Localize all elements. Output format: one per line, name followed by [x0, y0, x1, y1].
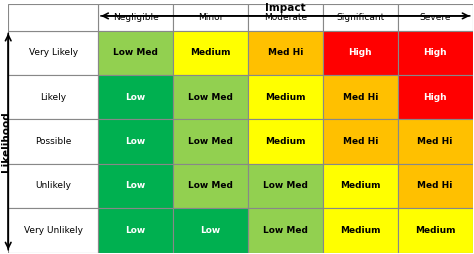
FancyBboxPatch shape: [98, 30, 173, 75]
FancyBboxPatch shape: [98, 75, 173, 119]
Text: Low: Low: [126, 226, 146, 235]
Text: Med Hi: Med Hi: [343, 93, 378, 102]
FancyBboxPatch shape: [8, 30, 98, 75]
FancyBboxPatch shape: [398, 30, 473, 75]
Text: Unlikely: Unlikely: [35, 182, 71, 190]
Text: Low Med: Low Med: [263, 182, 308, 190]
Text: Medium: Medium: [340, 182, 381, 190]
Text: Medium: Medium: [265, 93, 306, 102]
Text: Low Med: Low Med: [113, 48, 158, 57]
Text: Med Hi: Med Hi: [268, 48, 303, 57]
FancyBboxPatch shape: [173, 75, 248, 119]
FancyBboxPatch shape: [398, 119, 473, 164]
Text: High: High: [423, 48, 447, 57]
FancyBboxPatch shape: [323, 119, 398, 164]
Text: Medium: Medium: [340, 226, 381, 235]
FancyBboxPatch shape: [323, 30, 398, 75]
Text: Medium: Medium: [415, 226, 456, 235]
FancyBboxPatch shape: [8, 75, 98, 119]
FancyBboxPatch shape: [248, 75, 323, 119]
Text: Very Likely: Very Likely: [28, 48, 78, 57]
FancyBboxPatch shape: [248, 208, 323, 253]
Text: Significant: Significant: [336, 13, 384, 22]
FancyBboxPatch shape: [248, 119, 323, 164]
FancyBboxPatch shape: [323, 164, 398, 208]
Text: Low Med: Low Med: [188, 182, 233, 190]
FancyBboxPatch shape: [173, 4, 248, 30]
FancyBboxPatch shape: [248, 164, 323, 208]
Text: Possible: Possible: [35, 137, 72, 146]
Text: Low Med: Low Med: [188, 93, 233, 102]
FancyBboxPatch shape: [173, 164, 248, 208]
FancyBboxPatch shape: [248, 30, 323, 75]
Text: Likely: Likely: [40, 93, 66, 102]
Text: Likelihood: Likelihood: [1, 111, 11, 172]
Text: High: High: [423, 93, 447, 102]
Text: High: High: [348, 48, 372, 57]
FancyBboxPatch shape: [323, 4, 398, 30]
FancyBboxPatch shape: [323, 75, 398, 119]
FancyBboxPatch shape: [173, 208, 248, 253]
FancyBboxPatch shape: [398, 4, 473, 30]
FancyBboxPatch shape: [398, 75, 473, 119]
FancyBboxPatch shape: [248, 4, 323, 30]
FancyBboxPatch shape: [98, 208, 173, 253]
FancyBboxPatch shape: [173, 119, 248, 164]
Text: Impact: Impact: [265, 3, 306, 13]
FancyBboxPatch shape: [98, 164, 173, 208]
Text: Med Hi: Med Hi: [418, 182, 453, 190]
Text: Severe: Severe: [419, 13, 451, 22]
Text: Negligible: Negligible: [113, 13, 158, 22]
Text: Med Hi: Med Hi: [418, 137, 453, 146]
Text: Low: Low: [126, 182, 146, 190]
Text: Low: Low: [126, 93, 146, 102]
FancyBboxPatch shape: [8, 119, 98, 164]
Text: Medium: Medium: [265, 137, 306, 146]
FancyBboxPatch shape: [98, 119, 173, 164]
Text: Med Hi: Med Hi: [343, 137, 378, 146]
Text: Low Med: Low Med: [188, 137, 233, 146]
Text: Low: Low: [126, 137, 146, 146]
Text: Minor: Minor: [198, 13, 223, 22]
FancyBboxPatch shape: [398, 164, 473, 208]
FancyBboxPatch shape: [98, 4, 173, 30]
FancyBboxPatch shape: [398, 208, 473, 253]
Text: Low: Low: [201, 226, 220, 235]
Text: Very Unlikely: Very Unlikely: [24, 226, 82, 235]
Text: Moderate: Moderate: [264, 13, 307, 22]
Text: Low Med: Low Med: [263, 226, 308, 235]
Text: Medium: Medium: [190, 48, 231, 57]
FancyBboxPatch shape: [323, 208, 398, 253]
FancyBboxPatch shape: [8, 208, 98, 253]
FancyBboxPatch shape: [8, 4, 98, 30]
FancyBboxPatch shape: [8, 164, 98, 208]
FancyBboxPatch shape: [173, 30, 248, 75]
